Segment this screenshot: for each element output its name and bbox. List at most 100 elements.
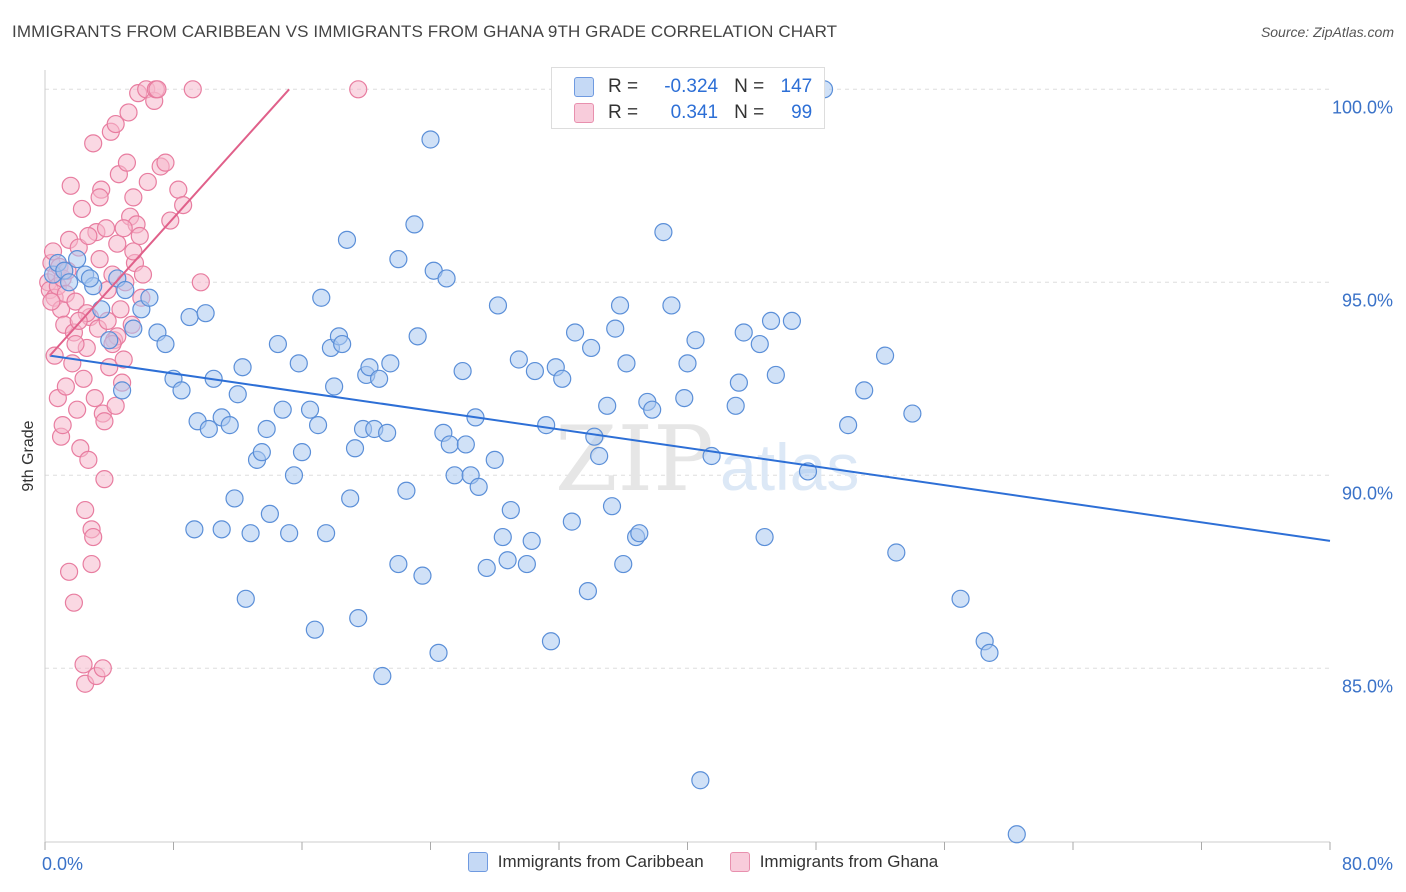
caribbean-point [316,524,336,543]
caribbean-point [68,250,87,269]
ghana-point [76,500,95,520]
caribbean-point [456,435,475,454]
caribbean-point [766,365,785,385]
caribbean-point [257,419,276,439]
caribbean-point [522,531,541,551]
caribbean-point [225,489,244,508]
caribbean-trendline [49,354,1331,542]
ghana-point [138,172,157,192]
caribbean-point [488,296,508,315]
y-tick-label: 85.0% [1342,676,1393,696]
caribbean-point [180,307,199,327]
caribbean-point [397,481,416,500]
caribbean-point [493,527,512,547]
n-label: N = [734,102,765,123]
x-tick-label: 80.0% [1342,854,1393,874]
ghana-point [82,554,101,574]
ghana-point [174,196,193,215]
caribbean-point [273,400,292,419]
caribbean-point [172,381,191,400]
caribbean-point [887,543,906,562]
caribbean-point [300,400,320,419]
r-label: R = [608,76,639,97]
ghana-point [56,377,75,396]
caribbean-point [750,334,769,354]
caribbean-point [606,319,625,338]
caribbean-point [140,288,159,307]
ghana-point [90,250,109,269]
ghana-point [95,412,114,431]
caribbean-point [980,643,999,662]
caribbean-point [501,500,520,520]
caribbean-point [381,354,400,373]
caribbean-point [590,446,609,466]
n-label: N = [734,76,765,97]
y-tick-label: 90.0% [1342,483,1393,503]
caribbean-point [325,377,344,396]
ghana-point [124,242,143,261]
legend-item-ghana: Immigrants from Ghana [729,852,938,872]
ghana-point [117,153,137,172]
caribbean-point [312,288,331,307]
caribbean-point [116,280,135,300]
caribbean-point [408,327,427,346]
caribbean-point [662,296,681,315]
caribbean-point [477,558,496,578]
caribbean-point [112,381,132,400]
legend-item-caribbean: Immigrants from Caribbean [467,852,704,872]
caribbean-point [289,354,308,373]
caribbean-point [337,230,357,249]
caribbean-point [951,589,970,608]
caribbean-point [691,771,710,790]
watermark: ZIP atlas [555,407,859,512]
caribbean-point [389,250,408,269]
ghana-point [349,80,368,99]
caribbean-point [498,551,517,570]
ghana-point [106,396,125,415]
caribbean-point [602,497,622,516]
ghana-point [156,153,175,172]
caribbean-point [241,524,260,543]
caribbean-point [185,520,204,539]
legend-label: Immigrants from Caribbean [497,852,704,871]
ghana-swatch [574,103,594,123]
ghana-point [106,114,125,134]
gridlines [45,88,1330,669]
caribbean-point [537,416,556,435]
caribbean-point [582,338,601,358]
caribbean-point [541,632,561,651]
correlation-row-caribbean: R = -0.324 N = 147 [574,76,812,98]
ghana-point [79,450,98,469]
correlation-row-ghana: R = 0.341 N = 99 [574,102,812,124]
caribbean-point [80,269,100,288]
ghana-point [64,593,84,612]
caribbean-point [445,466,464,485]
ghana-point [96,219,116,238]
ghana-point [95,470,114,489]
caribbean-point [440,435,459,454]
ghana-point [66,334,85,354]
caribbean-point [345,439,365,458]
caribbean-point [729,373,749,392]
caribbean-point [92,300,111,319]
y-axis-label: 9th Grade [20,420,37,491]
ghana-point [114,219,133,238]
caribbean-point [233,358,252,377]
caribbean-point [610,296,630,315]
caribbean-point [220,416,239,435]
caribbean-point [156,334,175,354]
ghana-point [119,103,138,122]
caribbean-point [875,346,895,365]
ghana-point [84,527,103,547]
caribbean-point [734,323,753,342]
caribbean-point [643,400,662,419]
caribbean-point [686,331,705,350]
ghana-point [130,226,149,246]
caribbean-point [305,620,324,639]
caribbean-point [284,466,304,485]
caribbean-point [212,520,231,539]
caribbean-swatch [467,852,488,872]
ghana-point [74,655,93,674]
caribbean-point [903,404,922,423]
ghana-swatch [729,852,750,872]
